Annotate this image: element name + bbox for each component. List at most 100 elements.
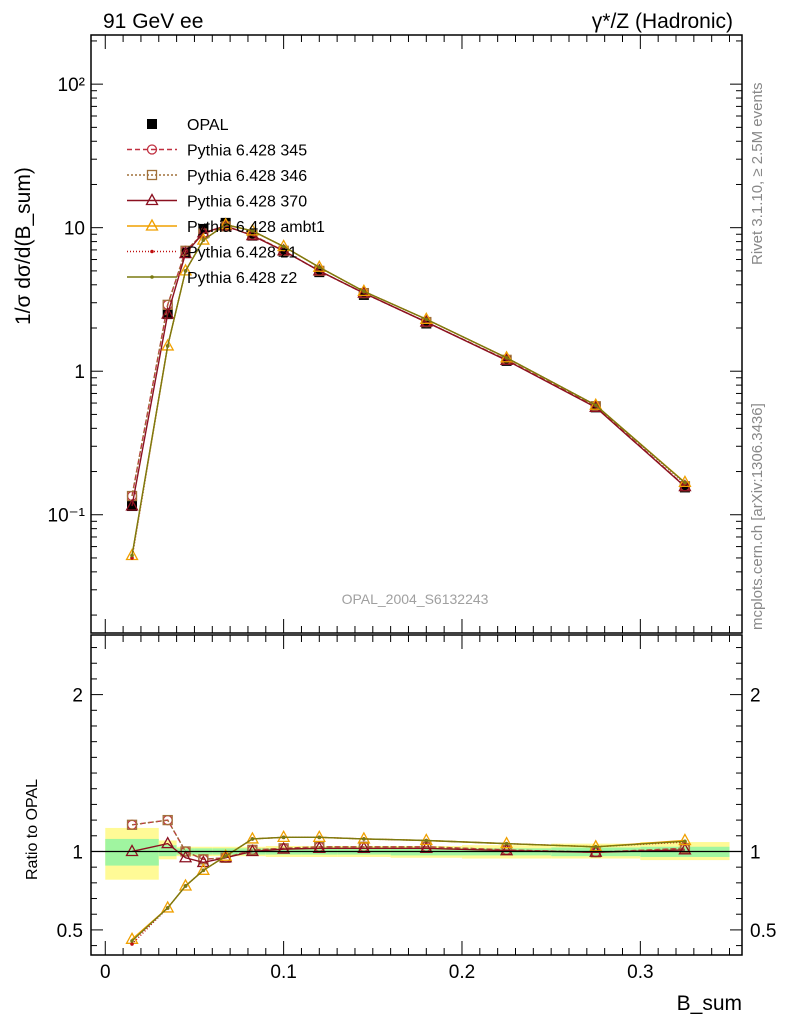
main-frame [90, 34, 743, 634]
data-point-pythia-6-428-370 [178, 850, 193, 863]
data-point-opal [314, 267, 325, 278]
band-inner [158, 845, 177, 857]
data-point-pythia-6-428-346 [162, 814, 173, 826]
data-point-pythia-6-428-370 [499, 843, 514, 856]
data-point-pythia-6-428-ambt1 [245, 831, 260, 844]
main-panel-axes: 10⁻¹ 1 10 10² [48, 34, 743, 634]
data-point-pythia-6-428-z2 [281, 835, 286, 840]
y-tick-label-right: 1 [750, 842, 761, 863]
x-tick-label: 0 [100, 962, 111, 983]
data-point-pythia-6-428-370 [357, 840, 371, 853]
legend-marker-pythia-6-428-370 [145, 193, 159, 206]
data-point-pythia-6-428-ambt1 [589, 839, 603, 852]
legend-marker-pythia-6-428-ambt1 [145, 218, 159, 231]
series-line-pythia-6-428-370 [131, 842, 685, 864]
data-point-pythia-6-428-ambt1 [219, 217, 233, 230]
legend-label-pythia-6-428-z1: Pythia 6.428 z1 [187, 245, 297, 262]
data-point-pythia-6-428-z2 [250, 837, 255, 841]
data-point-pythia-6-428-370 [196, 225, 210, 238]
y-tick-label: 0.5 [57, 921, 83, 942]
data-point-pythia-6-428-370 [219, 850, 233, 863]
data-point-opal [278, 246, 289, 257]
data-point-pythia-6-428-z2 [130, 939, 134, 943]
data-point-pythia-6-428-z2 [683, 839, 687, 844]
data-point-pythia-6-428-z2 [317, 265, 322, 270]
data-point-pythia-6-428-z2 [683, 480, 687, 485]
data-point-opal [679, 482, 690, 493]
main-y-axis-label: 1/σ dσ/d(B_sum) [12, 167, 35, 325]
header-right-title: γ*/Z (Hadronic) [592, 10, 733, 33]
data-point-pythia-6-428-370 [678, 842, 692, 855]
data-point-pythia-6-428-370 [277, 841, 291, 854]
data-point-pythia-6-428-346 [126, 819, 138, 830]
data-point-pythia-6-428-z2 [504, 356, 509, 360]
data-point-pythia-6-428-346 [198, 228, 209, 239]
legend-label-pythia-6-428-370: Pythia 6.428 370 [187, 194, 307, 211]
y-tick-label-right: 2 [750, 686, 761, 707]
data-point-pythia-6-428-ambt1 [178, 263, 193, 276]
data-point-pythia-6-428-z2 [281, 244, 286, 249]
legend-label-pythia-6-428-z2: Pythia 6.428 z2 [187, 270, 297, 287]
data-point-pythia-6-428-z2 [424, 838, 429, 843]
data-point-pythia-6-428-370 [589, 400, 603, 413]
data-point-pythia-6-428-z2 [317, 835, 322, 840]
data-point-pythia-6-428-z2 [165, 906, 170, 910]
rivet-version-label: Rivet 3.1.10, ≥ 2.5M events [749, 83, 766, 266]
data-point-pythia-6-428-z2 [362, 837, 366, 841]
x-tick-label: 0.2 [449, 962, 475, 983]
data-point-pythia-6-428-ambt1 [419, 833, 433, 846]
series-line-pythia-6-428-345 [131, 225, 686, 497]
y-tick-label-right: 0.5 [750, 921, 776, 942]
data-point-pythia-6-428-z2 [201, 238, 206, 242]
legend-label-pythia-6-428-ambt1: Pythia 6.428 ambt1 [187, 219, 325, 236]
y-tick-label: 10² [58, 75, 85, 96]
data-point-pythia-6-428-370 [161, 306, 175, 319]
legend: OPAL Pythia 6.428 345 Pythia 6.428 346 Pyth… [127, 117, 325, 287]
legend-marker-pythia-6-428-346 [146, 169, 158, 181]
x-tick-label: 0.3 [627, 962, 653, 983]
data-point-pythia-6-428-ambt1 [178, 878, 193, 891]
data-point-pythia-6-428-370 [125, 498, 139, 511]
data-point-pythia-6-428-z2 [593, 844, 598, 849]
data-point-pythia-6-428-z2 [362, 289, 366, 294]
data-point-pythia-6-428-370 [312, 263, 326, 276]
band-inner [105, 838, 159, 866]
ratio-panel-series [125, 814, 692, 946]
data-point-pythia-6-428-z2 [223, 854, 228, 858]
data-point-pythia-6-428-ambt1 [499, 836, 514, 849]
data-point-pythia-6-428-370 [178, 246, 193, 259]
ratio-frame [90, 634, 743, 956]
data-point-pythia-6-428-z2 [250, 229, 255, 233]
data-point-pythia-6-428-370 [125, 844, 139, 857]
x-tick-label: 0.1 [270, 962, 296, 983]
data-point-pythia-6-428-370 [678, 479, 692, 492]
ratio-panel-axes: 0.5 0.5 1 1 2 2 0 0.1 0.2 0.3 [57, 634, 776, 983]
data-point-pythia-6-428-ambt1 [312, 830, 326, 843]
data-point-pythia-6-428-z2 [424, 317, 429, 322]
data-point-pythia-6-428-z2 [183, 884, 188, 888]
data-point-pythia-6-428-z2 [504, 841, 509, 846]
legend-label-opal: OPAL [187, 117, 229, 134]
series-line-pythia-6-428-346 [131, 225, 686, 497]
mcplots-label: mcplots.cern.ch [arXiv:1306.3436] [749, 403, 766, 630]
data-point-pythia-6-428-z2 [201, 868, 206, 873]
data-point-pythia-6-428-ambt1 [161, 900, 175, 913]
legend-label-pythia-6-428-346: Pythia 6.428 346 [187, 168, 307, 185]
data-point-pythia-6-428-370 [245, 844, 260, 857]
y-tick-label: 1 [72, 842, 83, 863]
data-point-pythia-6-428-z2 [130, 553, 134, 558]
data-point-pythia-6-428-ambt1 [277, 830, 291, 843]
y-tick-label: 2 [72, 686, 83, 707]
header-left-title: 91 GeV ee [103, 10, 203, 33]
data-point-pythia-6-428-370 [419, 840, 433, 853]
y-tick-label: 10 [64, 219, 85, 240]
legend-label-pythia-6-428-345: Pythia 6.428 345 [187, 143, 307, 160]
data-point-pythia-6-428-z2 [165, 344, 170, 348]
main-panel-series [125, 217, 692, 561]
ratio-y-axis-label: Ratio to OPAL [24, 779, 41, 880]
y-tick-label: 10⁻¹ [48, 506, 86, 527]
y-tick-label: 1 [74, 362, 85, 383]
data-point-pythia-6-428-370 [196, 855, 210, 868]
data-point-pythia-6-428-ambt1 [357, 831, 371, 844]
